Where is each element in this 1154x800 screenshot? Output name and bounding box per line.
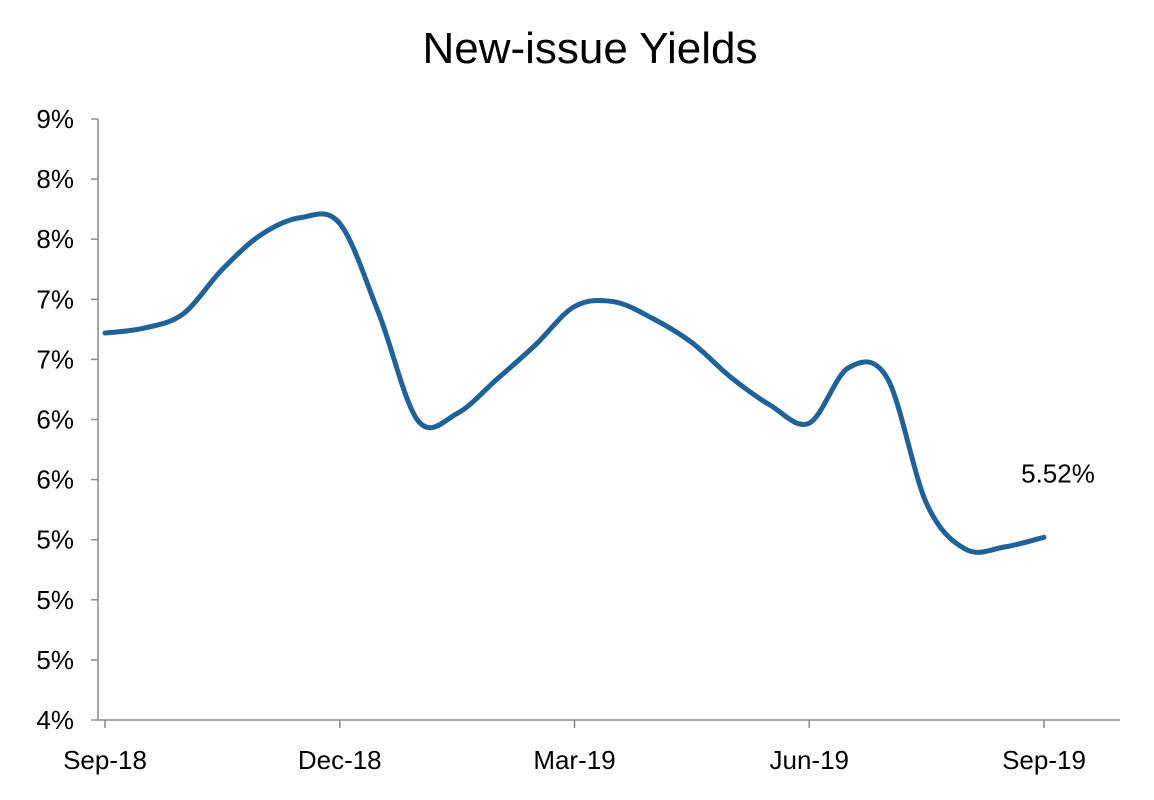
series-line (102, 211, 1047, 555)
x-tick-label: Mar-19 (533, 745, 615, 775)
series-layer (102, 211, 1047, 555)
y-axis: 4% 5% 5% 5% 6% 6% 7% 7% 8% 8% 9% (36, 104, 99, 735)
data-label: 5.52% (1021, 458, 1095, 488)
x-tick-label: Sep-19 (1002, 745, 1086, 775)
y-tick-label: 7% (36, 284, 74, 314)
x-tick-label: Jun-19 (770, 745, 850, 775)
x-axis: Sep-18 Dec-18 Mar-19 Jun-19 Sep-19 (63, 719, 1120, 775)
y-tick-label: 8% (36, 224, 74, 254)
annotation-layer: 5.52% (1021, 458, 1095, 488)
y-tick-label: 6% (36, 465, 74, 495)
y-tick-label: 5% (36, 585, 74, 615)
y-tick-label: 5% (36, 525, 74, 555)
x-tick-label: Dec-18 (298, 745, 382, 775)
y-tick-label: 5% (36, 645, 74, 675)
y-tick-label: 6% (36, 405, 74, 435)
y-tick-label: 4% (36, 705, 74, 735)
y-tick-label: 8% (36, 164, 74, 194)
y-tick-label: 7% (36, 344, 74, 374)
y-tick-label: 9% (36, 104, 74, 134)
chart-title: New-issue Yields (422, 24, 757, 73)
x-tick-label: Sep-18 (63, 745, 147, 775)
